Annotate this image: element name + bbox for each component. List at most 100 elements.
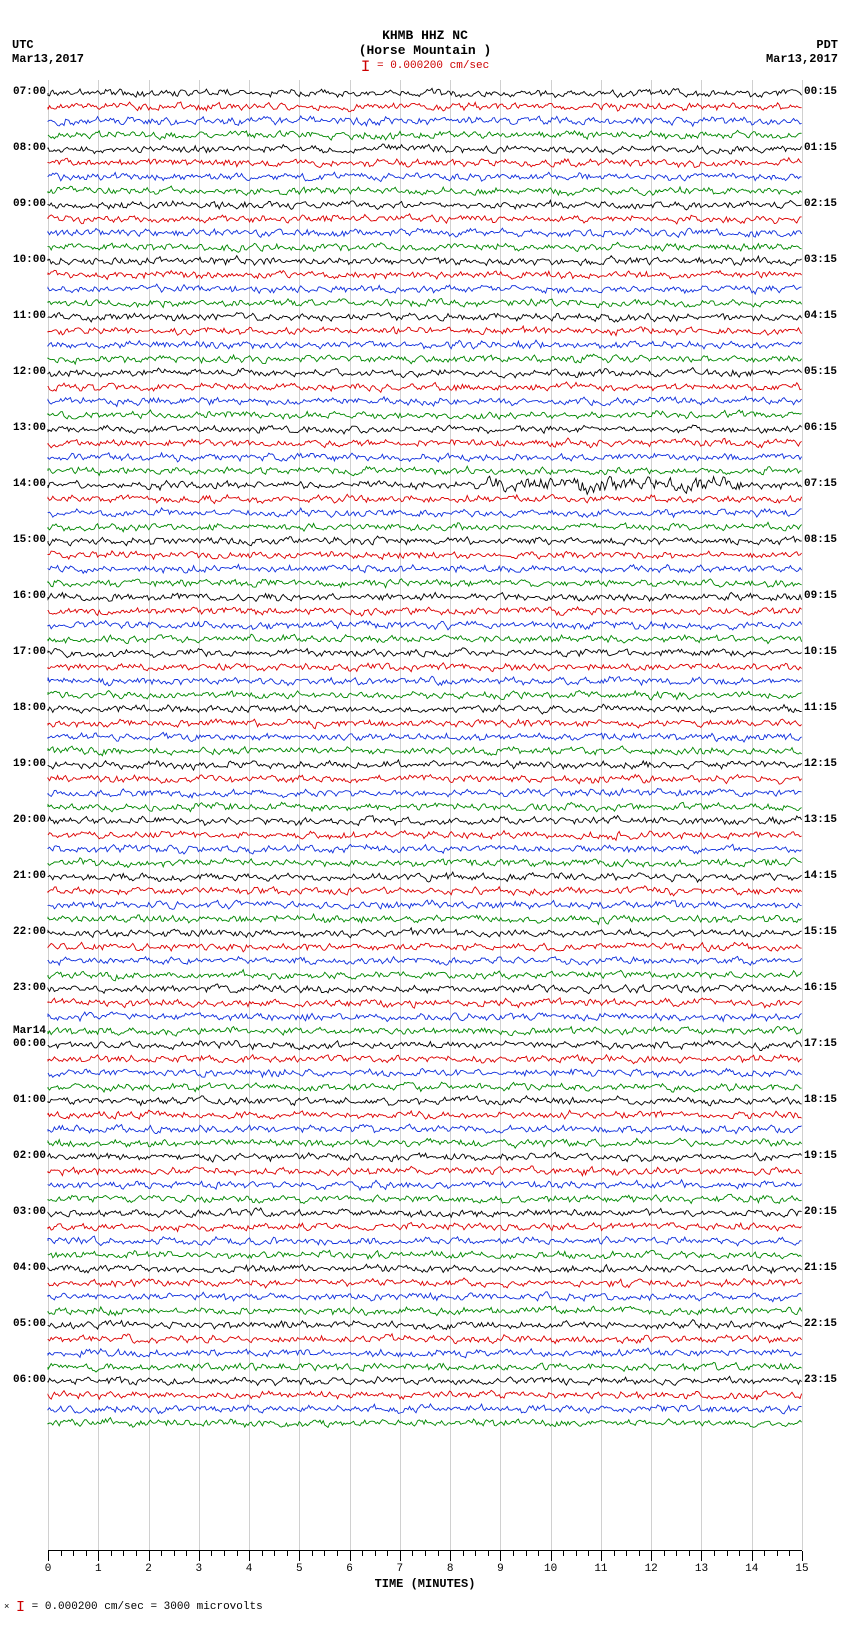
x-tick-minor bbox=[375, 1551, 376, 1556]
pdt-label: PDTMar13,2017 bbox=[766, 38, 838, 66]
utc-time-label: 16:00 bbox=[13, 590, 48, 602]
seismogram-container: UTCMar13,2017 PDTMar13,2017 KHMB HHZ NC … bbox=[0, 0, 850, 1624]
pdt-time-label: 20:15 bbox=[802, 1206, 837, 1218]
x-tick-major bbox=[249, 1551, 250, 1561]
utc-time-label: 07:00 bbox=[13, 86, 48, 98]
pdt-time-label: 09:15 bbox=[802, 590, 837, 602]
x-tick-minor bbox=[237, 1551, 238, 1556]
x-labels: 0123456789101112131415 bbox=[48, 1563, 802, 1577]
x-tick-major bbox=[500, 1551, 501, 1561]
x-tick-label: 11 bbox=[594, 1563, 607, 1575]
pdt-time-label: 18:15 bbox=[802, 1094, 837, 1106]
utc-time-label: 00:00 bbox=[13, 1038, 48, 1050]
utc-time-label: 21:00 bbox=[13, 870, 48, 882]
utc-time-label: 04:00 bbox=[13, 1262, 48, 1274]
x-tick-major bbox=[802, 1551, 803, 1561]
pdt-time-label: 08:15 bbox=[802, 534, 837, 546]
utc-time-label: 18:00 bbox=[13, 702, 48, 714]
pdt-time-label: 03:15 bbox=[802, 254, 837, 266]
utc-time-label: 02:00 bbox=[13, 1150, 48, 1162]
pdt-time-label: 00:15 bbox=[802, 86, 837, 98]
x-tick-label: 10 bbox=[544, 1563, 557, 1575]
x-tick-minor bbox=[61, 1551, 62, 1556]
x-tick-label: 6 bbox=[346, 1563, 353, 1575]
x-tick-minor bbox=[739, 1551, 740, 1556]
x-tick-minor bbox=[362, 1551, 363, 1556]
x-tick-minor bbox=[789, 1551, 790, 1556]
utc-time-label: 03:00 bbox=[13, 1206, 48, 1218]
footer-scale: × I = 0.000200 cm/sec = 3000 microvolts bbox=[0, 1591, 850, 1624]
x-tick-minor bbox=[412, 1551, 413, 1556]
pdt-time-label: 02:15 bbox=[802, 198, 837, 210]
x-tick-major bbox=[551, 1551, 552, 1561]
utc-time-label: 05:00 bbox=[13, 1318, 48, 1330]
x-tick-minor bbox=[174, 1551, 175, 1556]
x-ticks bbox=[48, 1551, 802, 1563]
x-tick-major bbox=[48, 1551, 49, 1561]
x-tick-minor bbox=[538, 1551, 539, 1556]
x-tick-minor bbox=[764, 1551, 765, 1556]
station-title: KHMB HHZ NC bbox=[0, 28, 850, 43]
x-tick-major bbox=[752, 1551, 753, 1561]
x-tick-minor bbox=[777, 1551, 778, 1556]
pdt-time-label: 11:15 bbox=[802, 702, 837, 714]
x-tick-minor bbox=[576, 1551, 577, 1556]
x-tick-major bbox=[98, 1551, 99, 1561]
x-tick-major bbox=[199, 1551, 200, 1561]
utc-time-label: 10:00 bbox=[13, 254, 48, 266]
x-axis-title: TIME (MINUTES) bbox=[48, 1577, 802, 1591]
x-tick-label: 8 bbox=[447, 1563, 454, 1575]
pdt-time-label: 01:15 bbox=[802, 142, 837, 154]
x-tick-major bbox=[701, 1551, 702, 1561]
day-break-label: Mar14 bbox=[13, 1025, 48, 1037]
x-tick-minor bbox=[186, 1551, 187, 1556]
x-tick-label: 12 bbox=[645, 1563, 658, 1575]
pdt-time-label: 05:15 bbox=[802, 366, 837, 378]
x-tick-minor bbox=[463, 1551, 464, 1556]
header: UTCMar13,2017 PDTMar13,2017 KHMB HHZ NC … bbox=[0, 0, 850, 80]
x-tick-label: 0 bbox=[45, 1563, 52, 1575]
x-tick-minor bbox=[387, 1551, 388, 1556]
pdt-time-label: 10:15 bbox=[802, 646, 837, 658]
x-tick-major bbox=[299, 1551, 300, 1561]
x-tick-minor bbox=[274, 1551, 275, 1556]
utc-time-label: 13:00 bbox=[13, 422, 48, 434]
x-tick-major bbox=[601, 1551, 602, 1561]
utc-time-label: 20:00 bbox=[13, 814, 48, 826]
x-tick-minor bbox=[111, 1551, 112, 1556]
x-tick-minor bbox=[588, 1551, 589, 1556]
utc-time-label: 08:00 bbox=[13, 142, 48, 154]
utc-time-label: 09:00 bbox=[13, 198, 48, 210]
utc-time-label: 23:00 bbox=[13, 982, 48, 994]
utc-time-label: 12:00 bbox=[13, 366, 48, 378]
utc-time-label: 01:00 bbox=[13, 1094, 48, 1106]
x-tick-minor bbox=[488, 1551, 489, 1556]
pdt-time-label: 19:15 bbox=[802, 1150, 837, 1162]
x-tick-minor bbox=[287, 1551, 288, 1556]
x-tick-minor bbox=[438, 1551, 439, 1556]
x-tick-minor bbox=[211, 1551, 212, 1556]
x-tick-label: 7 bbox=[397, 1563, 404, 1575]
x-tick-minor bbox=[337, 1551, 338, 1556]
x-tick-minor bbox=[123, 1551, 124, 1556]
x-axis: 0123456789101112131415 TIME (MINUTES) bbox=[48, 1550, 802, 1591]
x-tick-major bbox=[651, 1551, 652, 1561]
trace bbox=[48, 1402, 802, 1444]
pdt-time-label: 16:15 bbox=[802, 982, 837, 994]
utc-time-label: 06:00 bbox=[13, 1374, 48, 1386]
location-title: (Horse Mountain ) bbox=[0, 43, 850, 58]
x-tick-minor bbox=[664, 1551, 665, 1556]
x-tick-minor bbox=[425, 1551, 426, 1556]
utc-time-label: 11:00 bbox=[13, 310, 48, 322]
title-block: KHMB HHZ NC (Horse Mountain ) I = 0.0002… bbox=[0, 0, 850, 76]
x-tick-label: 2 bbox=[145, 1563, 152, 1575]
pdt-time-label: 21:15 bbox=[802, 1262, 837, 1274]
x-tick-minor bbox=[639, 1551, 640, 1556]
utc-time-label: 14:00 bbox=[13, 478, 48, 490]
x-tick-minor bbox=[312, 1551, 313, 1556]
pdt-time-label: 23:15 bbox=[802, 1374, 837, 1386]
x-tick-minor bbox=[262, 1551, 263, 1556]
utc-time-label: 19:00 bbox=[13, 758, 48, 770]
x-tick-major bbox=[350, 1551, 351, 1561]
seismogram-plot: 07:0000:1508:0001:1509:0002:1510:0003:15… bbox=[48, 80, 802, 1550]
